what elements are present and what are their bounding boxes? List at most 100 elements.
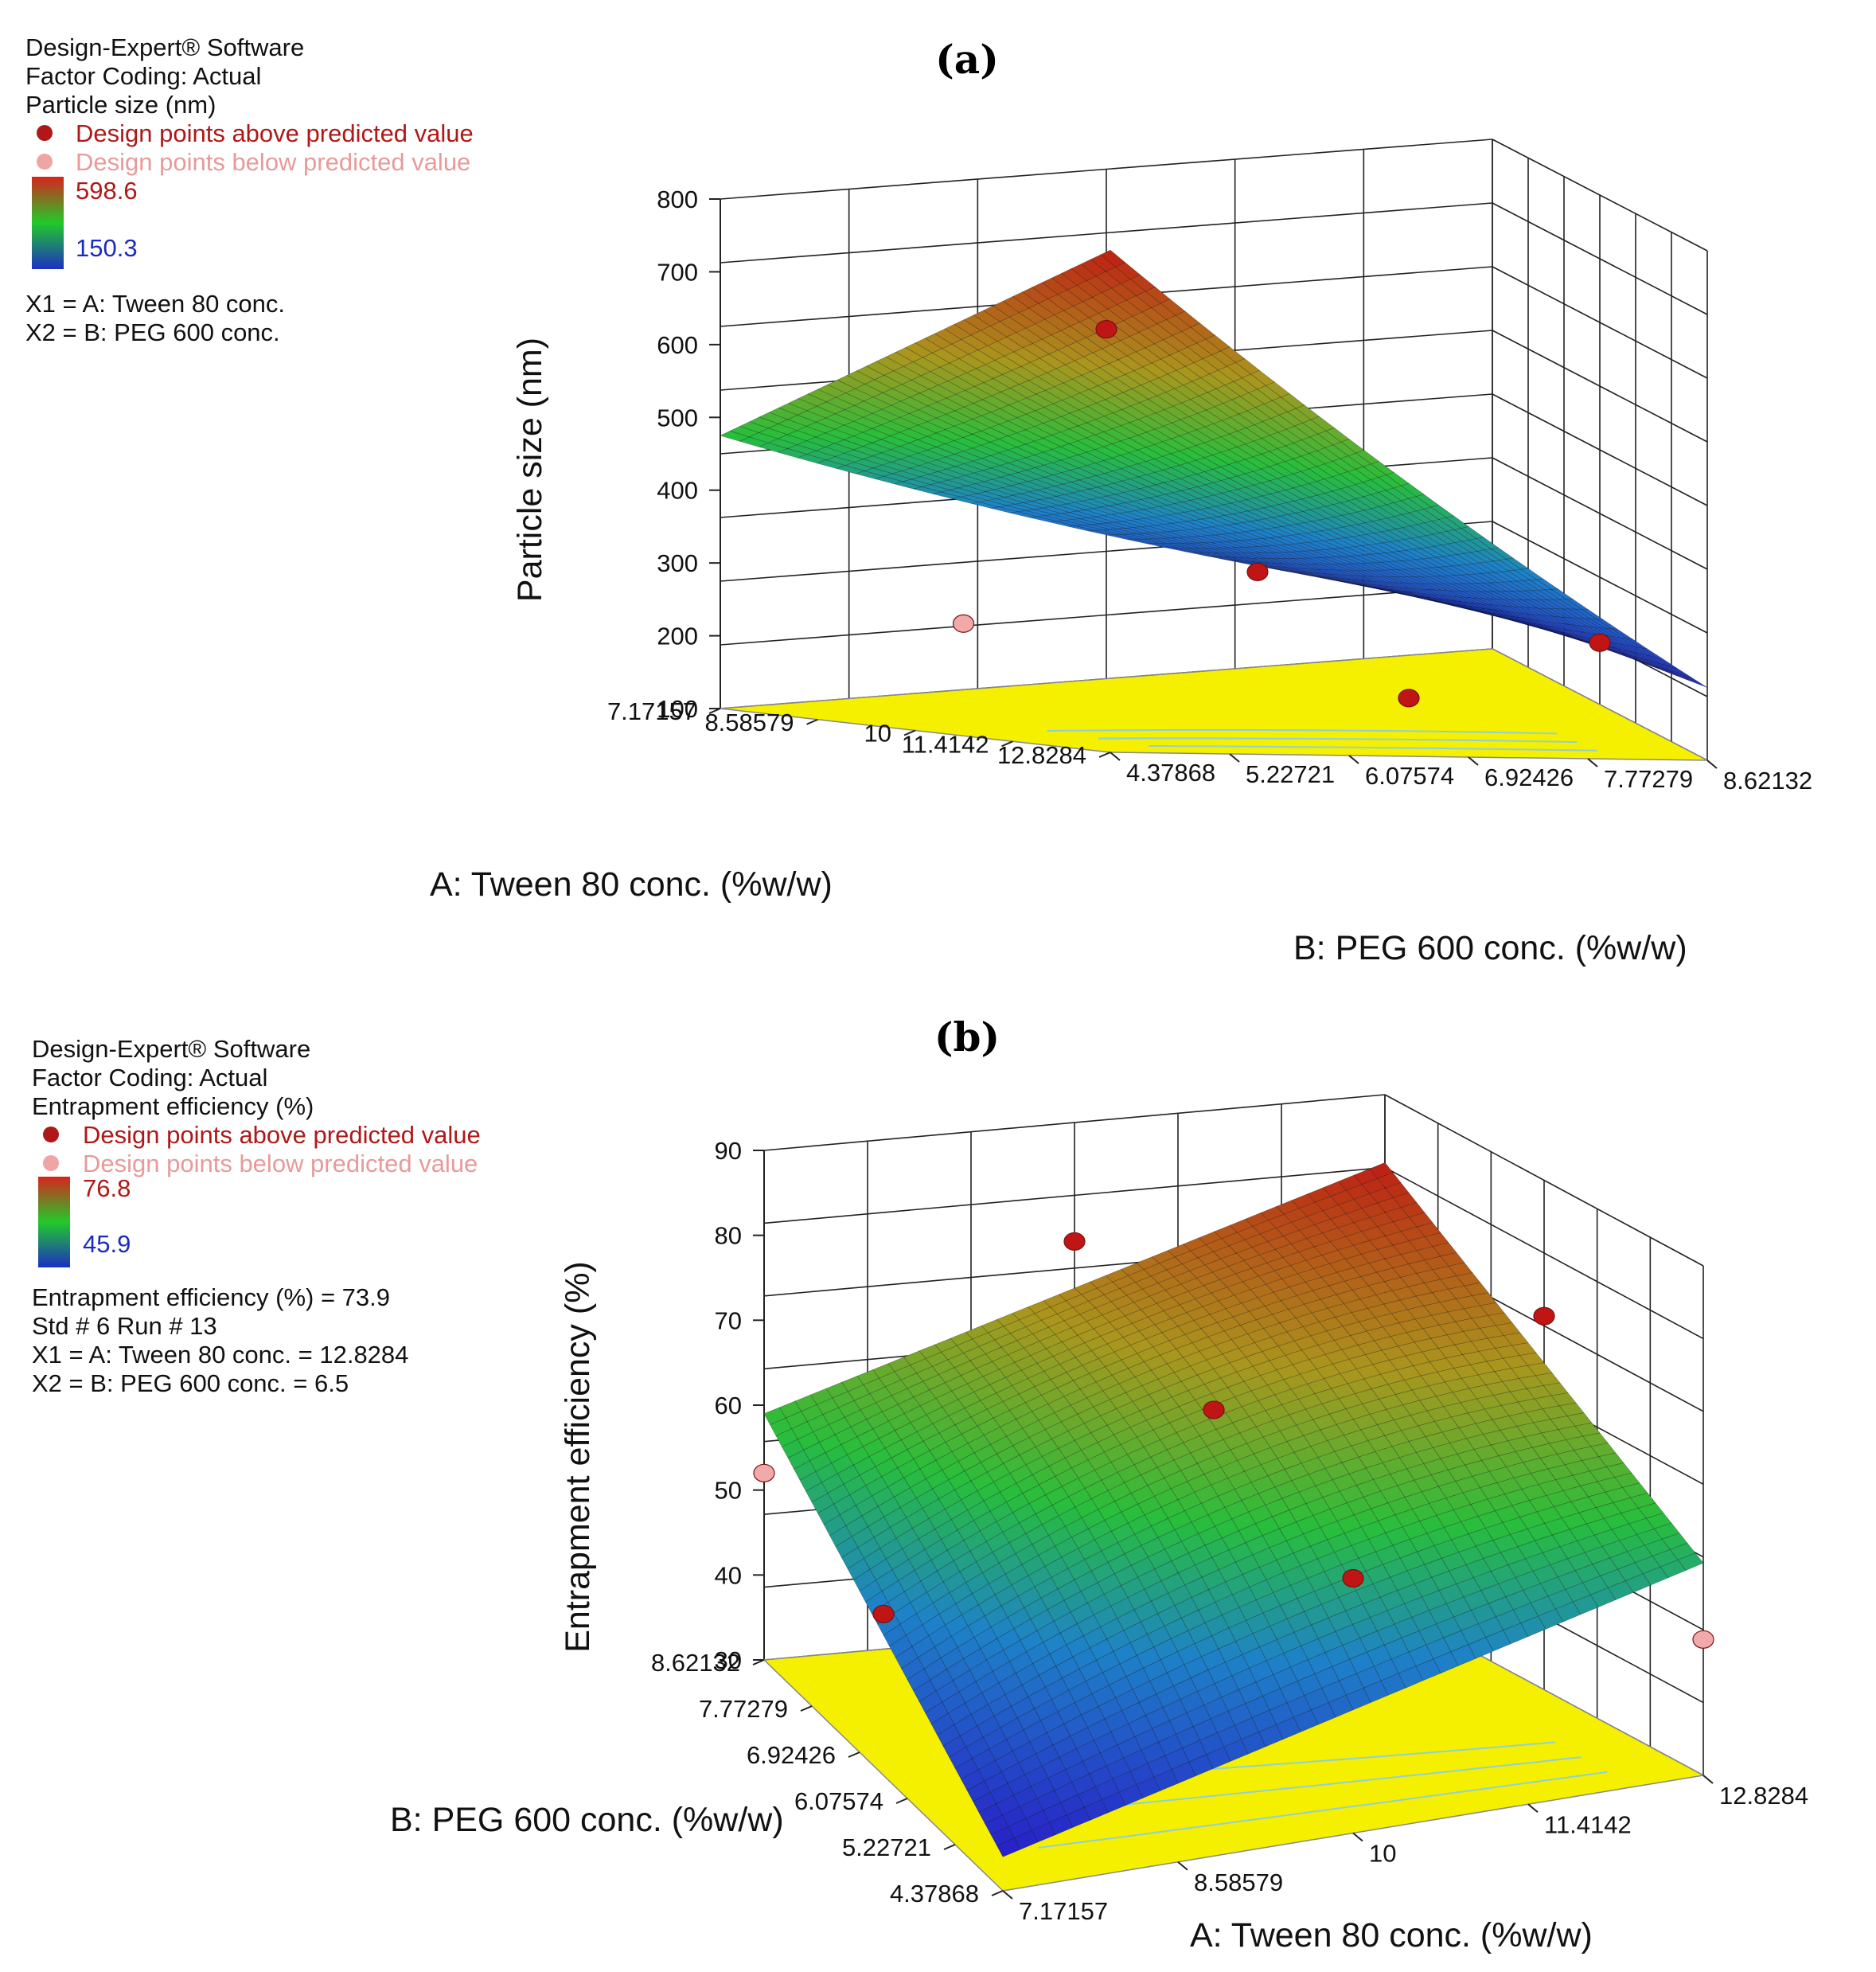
undefined-surface-cell bbox=[1031, 1822, 1056, 1843]
undefined-surface-cell bbox=[1170, 451, 1197, 463]
undefined-yticks-mark-0 bbox=[991, 1890, 1004, 1896]
undefined-surface-cell bbox=[1500, 1426, 1526, 1442]
undefined-surface-cell bbox=[1055, 364, 1082, 380]
undefined-surface-cell bbox=[1191, 1514, 1216, 1534]
undefined-surface-cell bbox=[1681, 674, 1702, 686]
undefined-z-tick-label-7: 800 bbox=[657, 185, 698, 213]
undefined-floor-contour-1 bbox=[1149, 745, 1598, 752]
undefined-surface-cell bbox=[1279, 1681, 1305, 1704]
undefined-surface-cell bbox=[1063, 378, 1090, 393]
undefined-surface-cell bbox=[1052, 400, 1080, 414]
undefined-surface-cell bbox=[1225, 1406, 1250, 1423]
undefined-surface-cell bbox=[1394, 560, 1418, 569]
panel-b-y-axis-label: B: PEG 600 conc. (%w/w) bbox=[390, 1801, 784, 1839]
undefined-surface-cell bbox=[1025, 467, 1055, 478]
undefined-surface-cell bbox=[1041, 334, 1068, 350]
undefined-surface-cell bbox=[1182, 1740, 1207, 1763]
undefined-surface-cell bbox=[1392, 1192, 1418, 1209]
undefined-surface-cell bbox=[1247, 553, 1273, 559]
undefined-surface-cell bbox=[1017, 510, 1046, 517]
undefined-surface-cell bbox=[1054, 1404, 1078, 1423]
undefined-surface-cell bbox=[862, 428, 891, 440]
undefined-surface-cell bbox=[1283, 1646, 1309, 1668]
undefined-surface-cell bbox=[1114, 1493, 1139, 1513]
undefined-surface-cell bbox=[1038, 1412, 1062, 1430]
undefined-surface-cell bbox=[954, 463, 984, 474]
undefined-surface-cell bbox=[1211, 467, 1238, 479]
undefined-surface-cell bbox=[1464, 583, 1488, 592]
undefined-surface-cell bbox=[1032, 1404, 1055, 1421]
undefined-surface-cell bbox=[1224, 514, 1251, 523]
undefined-surface-cell bbox=[1614, 1472, 1640, 1488]
undefined-surface-cell bbox=[1077, 451, 1105, 463]
undefined-z-tick-label-4: 70 bbox=[715, 1306, 742, 1334]
undefined-surface-cell bbox=[1224, 1654, 1250, 1677]
undefined-yticks-mark-4 bbox=[800, 1705, 813, 1712]
undefined-surface-cell bbox=[1383, 1638, 1410, 1660]
undefined-xticks-label-0: 7.17157 bbox=[607, 697, 696, 725]
undefined-surface-cell bbox=[1166, 1357, 1191, 1373]
undefined-surface-cell bbox=[897, 1458, 921, 1478]
undefined-surface-cell bbox=[1155, 482, 1182, 493]
undefined-surface-cell bbox=[919, 474, 950, 483]
undefined-design-point-3 bbox=[1589, 633, 1611, 652]
undefined-surface-cell bbox=[918, 405, 946, 419]
undefined-surface-cell bbox=[1339, 563, 1364, 571]
undefined-surface-cell bbox=[1164, 1470, 1188, 1490]
undefined-surface-cell bbox=[1361, 1202, 1387, 1218]
undefined-z-tick-label-2: 50 bbox=[715, 1477, 742, 1505]
undefined-surface-cell bbox=[983, 305, 1011, 322]
undefined-surface-cell bbox=[1363, 1680, 1389, 1703]
undefined-surface-cell bbox=[1043, 1294, 1067, 1308]
undefined-surface-cell bbox=[1197, 496, 1224, 507]
undefined-surface-cell bbox=[1066, 1635, 1090, 1658]
undefined-surface-cell bbox=[1001, 369, 1029, 385]
undefined-surface-cell bbox=[973, 1443, 997, 1463]
undefined-surface-cell bbox=[1245, 1696, 1270, 1718]
undefined-z-tick-label-2: 300 bbox=[657, 549, 698, 577]
undefined-surface-cell bbox=[817, 1503, 840, 1525]
undefined-surface-cell bbox=[1222, 1607, 1246, 1629]
undefined-surface-cell bbox=[1208, 516, 1236, 525]
undefined-design-point-2 bbox=[1063, 1232, 1086, 1251]
undefined-surface-cell bbox=[1188, 1623, 1212, 1644]
undefined-design-point-6 bbox=[753, 1463, 775, 1482]
undefined-surface-cell bbox=[1176, 365, 1202, 382]
undefined-surface-cell bbox=[1086, 1390, 1110, 1408]
undefined-surface-cell bbox=[1418, 596, 1444, 603]
undefined-surface-cell bbox=[1273, 1585, 1298, 1607]
undefined-surface-cell bbox=[1058, 1287, 1082, 1302]
undefined-surface-cell bbox=[1337, 1199, 1363, 1215]
undefined-surface-cell bbox=[1512, 1603, 1539, 1624]
undefined-design-point-5 bbox=[1692, 1630, 1714, 1649]
undefined-surface-cell bbox=[1328, 1695, 1354, 1718]
undefined-surface-cell bbox=[799, 1470, 822, 1492]
undefined-surface-cell bbox=[1064, 519, 1091, 525]
undefined-yticks-mark-2 bbox=[895, 1798, 908, 1804]
undefined-surface-cell bbox=[1163, 537, 1189, 544]
undefined-xticks-mark-2 bbox=[903, 729, 916, 736]
undefined-surface-cell bbox=[749, 416, 779, 429]
undefined-surface-cell bbox=[1230, 1443, 1254, 1461]
undefined-surface-cell bbox=[1246, 1612, 1271, 1634]
undefined-surface-cell bbox=[1327, 1533, 1352, 1552]
undefined-surface-cell bbox=[1204, 1537, 1230, 1558]
undefined-surface-cell bbox=[985, 1814, 1009, 1835]
undefined-surface-cell bbox=[1416, 1222, 1441, 1237]
undefined-surface-cell bbox=[1008, 312, 1036, 329]
undefined-surface bbox=[763, 1162, 1704, 1857]
undefined-surface-cell bbox=[1153, 1340, 1177, 1356]
undefined-surface-cell bbox=[1479, 1325, 1504, 1339]
undefined-surface-cell bbox=[1301, 557, 1326, 564]
undefined-surface-cell bbox=[1141, 1466, 1165, 1486]
panel-a-factor-coding: Factor Coding: Actual bbox=[25, 62, 261, 90]
undefined-surface-cell bbox=[1122, 490, 1150, 500]
undefined-surface-cell bbox=[1408, 1212, 1433, 1228]
undefined-surface-cell bbox=[1146, 412, 1173, 427]
undefined-surface-cell bbox=[1293, 1624, 1319, 1646]
undefined-surface-cell bbox=[1042, 506, 1070, 514]
undefined-surface-cell bbox=[788, 398, 817, 412]
undefined-z-tick-label-0: 100 bbox=[657, 695, 698, 723]
undefined-surface bbox=[720, 249, 1708, 688]
undefined-surface-cell bbox=[1129, 1419, 1154, 1438]
